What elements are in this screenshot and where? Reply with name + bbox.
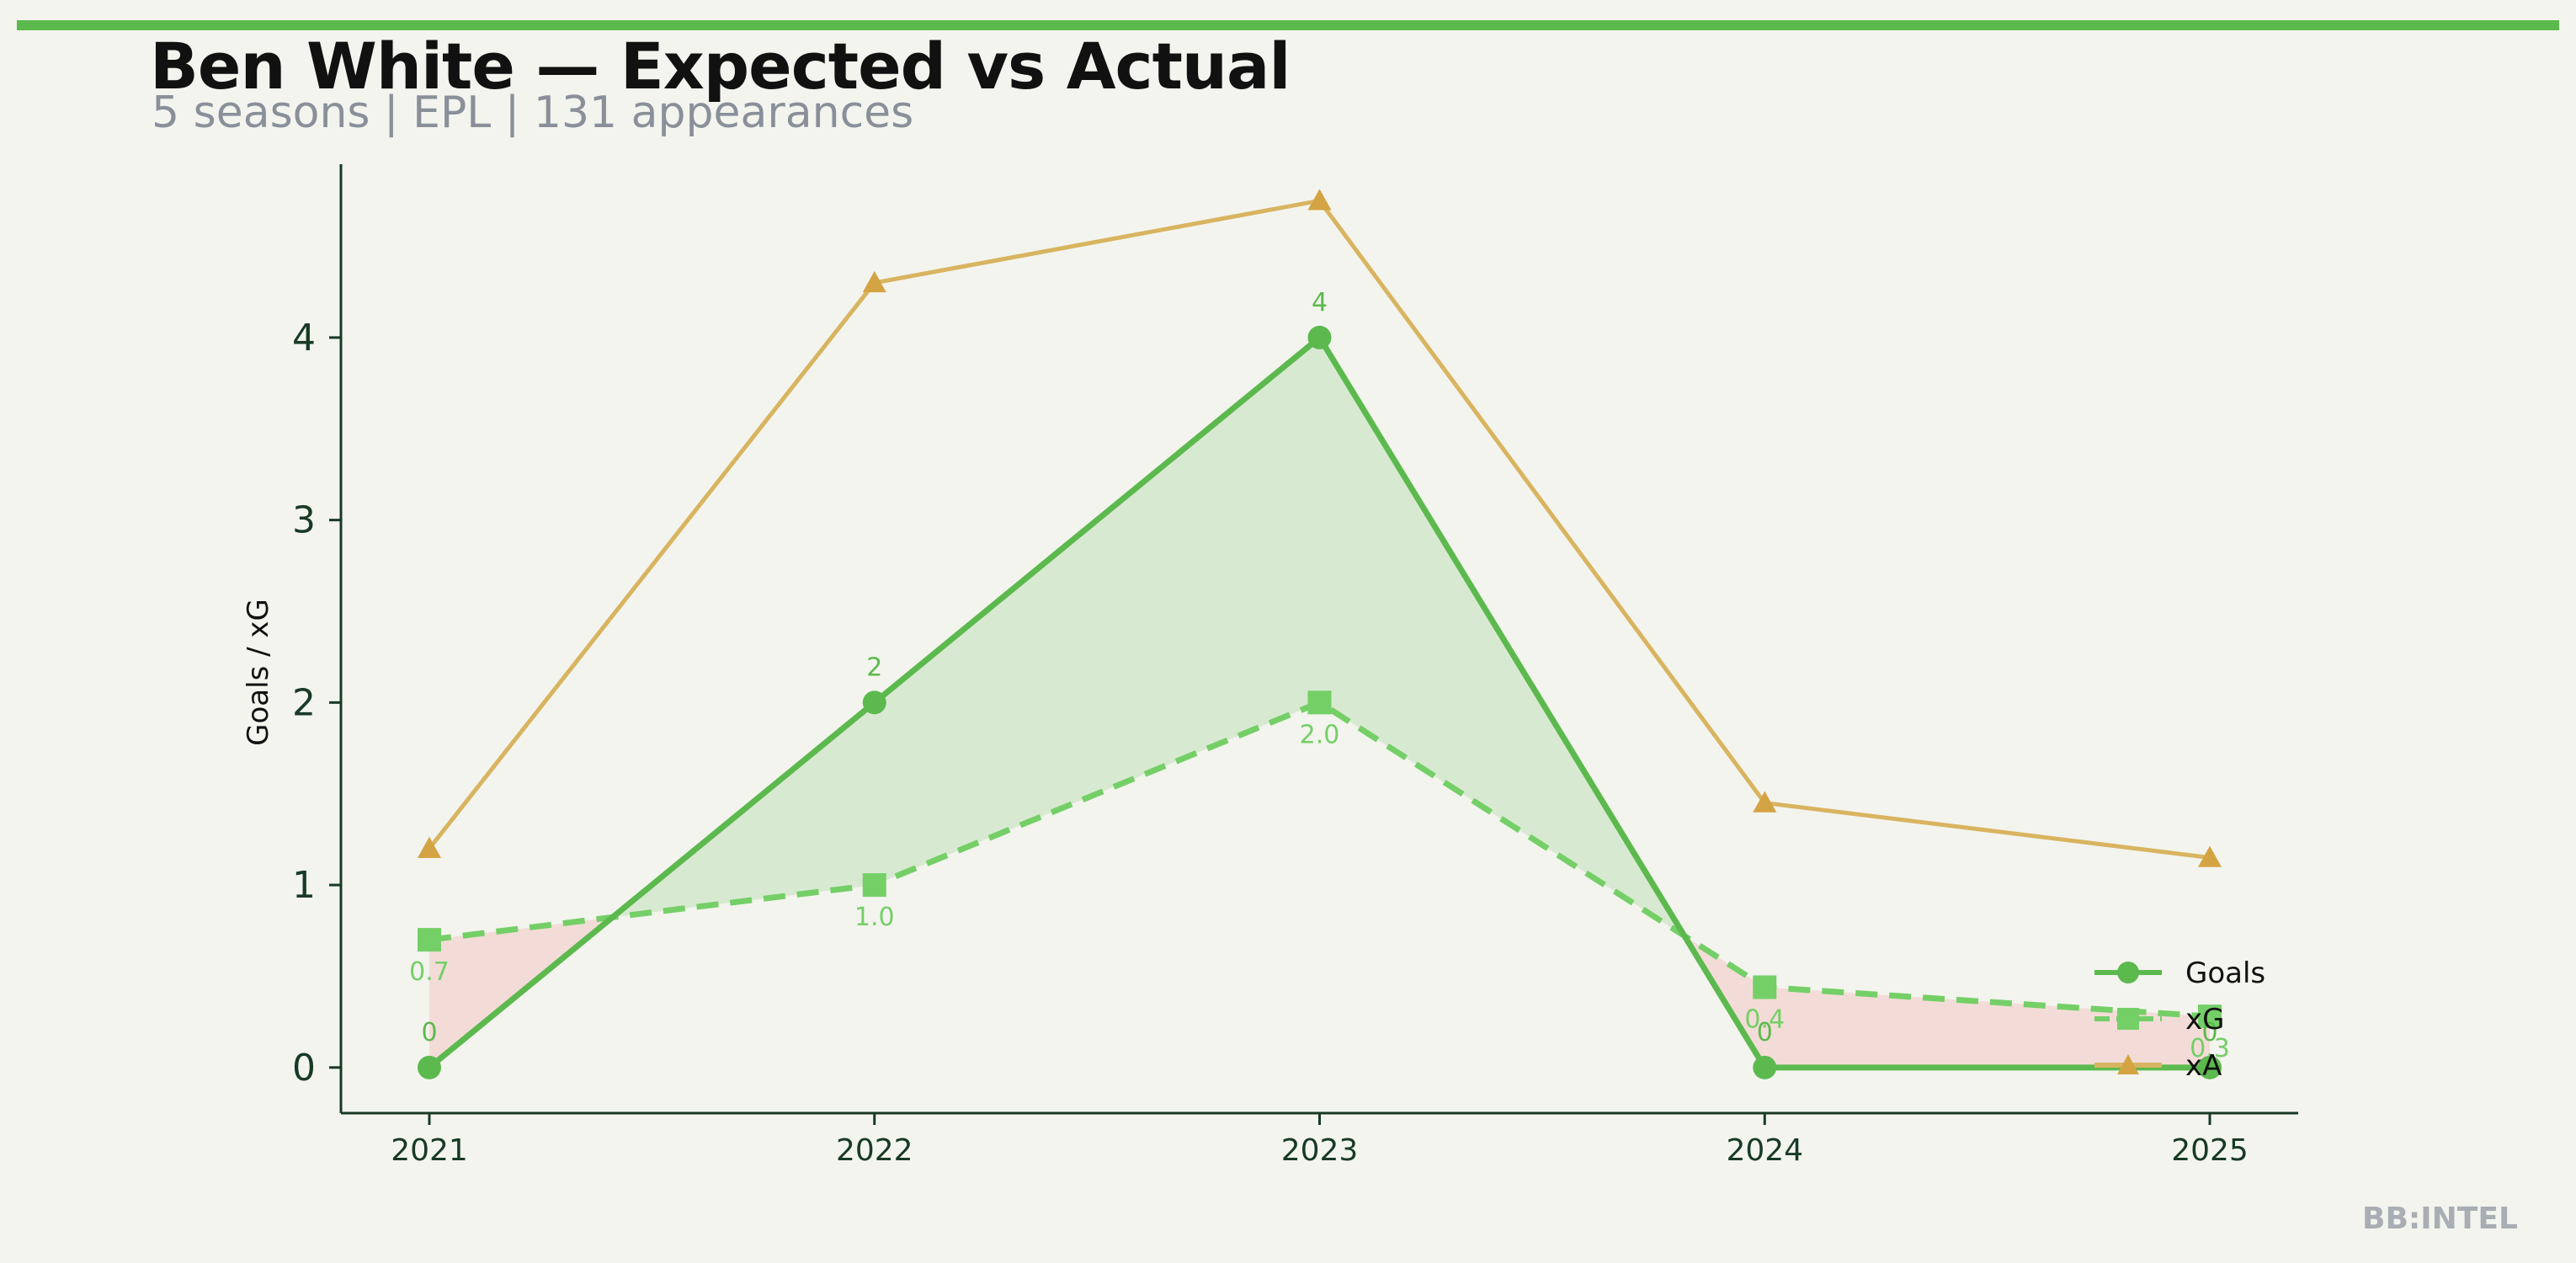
xa-marker <box>418 836 441 858</box>
legend-marker-xa <box>2117 1054 2139 1074</box>
y-tick-label: 4 <box>292 317 316 360</box>
xg-value-label: 0.3 <box>2190 1034 2230 1063</box>
chart-subtitle: 5 seasons | EPL | 131 appearances <box>152 88 914 138</box>
xg-value-label: 2.0 <box>1300 720 1340 749</box>
xa-marker <box>862 270 886 293</box>
chart-title: Ben White — Expected vs Actual <box>150 29 1291 104</box>
y-tick-label: 1 <box>292 864 316 907</box>
overperform-area <box>874 337 1320 886</box>
legend-label-goals: Goals <box>2185 957 2265 990</box>
goals-value-label: 0 <box>2201 1018 2217 1047</box>
goals-marker <box>418 1055 441 1079</box>
xg-marker <box>1307 690 1332 715</box>
xg-value-label: 0.7 <box>409 957 450 987</box>
goals-marker <box>1753 1055 1777 1079</box>
y-tick-label: 2 <box>292 681 316 724</box>
y-tick-label: 0 <box>292 1047 316 1090</box>
xg-value-label: 1.0 <box>854 903 895 932</box>
xg-marker <box>1753 975 1777 999</box>
goals-value-label: 2 <box>866 653 882 682</box>
legend-marker-goals <box>2117 962 2139 983</box>
series-lines <box>418 189 2222 1079</box>
x-tick-label: 2024 <box>1726 1133 1803 1168</box>
xa-marker <box>2198 845 2222 867</box>
y-tick-label: 3 <box>292 499 316 542</box>
legend-label-xa: xA <box>2185 1049 2222 1083</box>
goals-marker <box>862 690 886 715</box>
xg-marker <box>2198 1005 2222 1029</box>
y-axis-label: Goals / xG <box>242 599 275 746</box>
data-labels: 0 2 4 0 0 0.7 1.0 2.0 0.4 0.3 <box>409 288 2230 1063</box>
chart-legend: Goals xG xA <box>2094 957 2265 1083</box>
x-tick-label: 2025 <box>2171 1133 2249 1168</box>
xa-marker <box>1753 791 1777 813</box>
x-tick-label: 2023 <box>1281 1133 1359 1168</box>
goals-value-label: 0 <box>1757 1018 1773 1047</box>
x-tick-label: 2022 <box>836 1133 913 1168</box>
underperform-area <box>1764 987 2210 1068</box>
goals-marker <box>1307 325 1332 349</box>
xa-marker <box>1307 189 1332 210</box>
legend-marker-xg <box>2117 1008 2139 1030</box>
xg-value-label: 0.4 <box>1744 1005 1785 1034</box>
legend-label-xg: xG <box>2185 1003 2224 1037</box>
top-accent-bar <box>17 20 2559 30</box>
brand-watermark: BB:INTEL <box>2362 1202 2518 1236</box>
chart-axes: 0 1 2 3 4 2021 2022 2023 2024 2025 Goals / xG <box>242 164 2298 1168</box>
goals-marker <box>2198 1055 2222 1079</box>
x-tick-label: 2021 <box>391 1133 468 1168</box>
goals-value-label: 4 <box>1312 288 1328 317</box>
xg-marker <box>862 873 886 898</box>
goals-value-label: 0 <box>421 1018 437 1047</box>
xg-marker <box>418 928 441 952</box>
